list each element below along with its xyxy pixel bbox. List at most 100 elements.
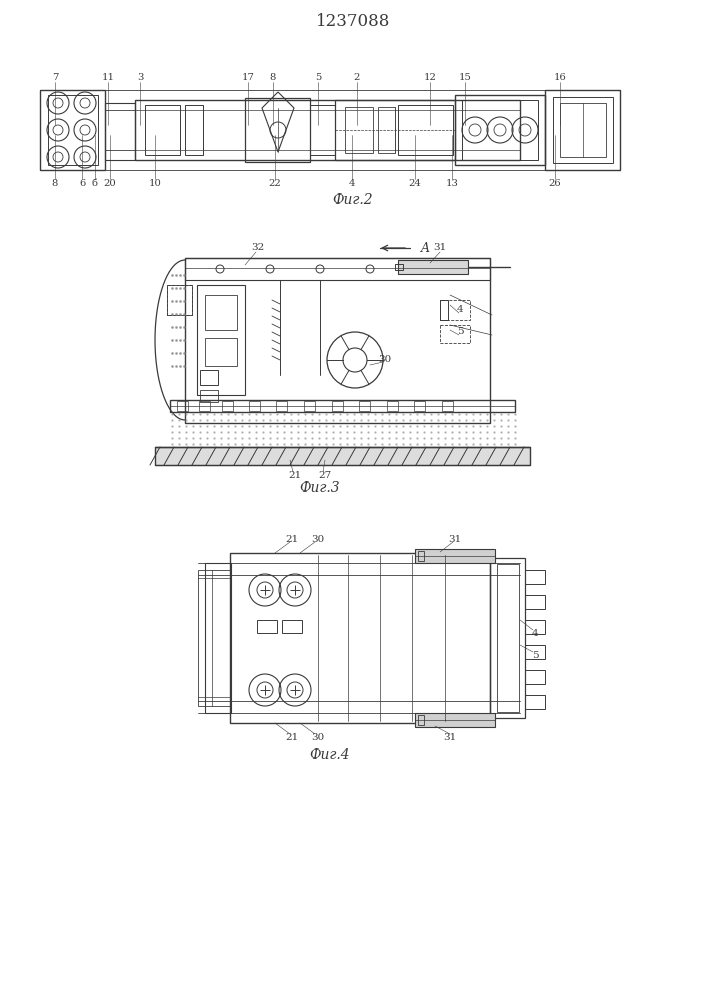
Text: б: б — [92, 178, 98, 188]
Text: 4: 4 — [349, 178, 355, 188]
Text: 1237088: 1237088 — [316, 13, 390, 30]
Bar — [282, 620, 302, 633]
Bar — [378, 107, 395, 153]
Text: 16: 16 — [554, 74, 566, 83]
Text: 3: 3 — [137, 74, 144, 83]
Bar — [455, 95, 545, 165]
Text: 7: 7 — [52, 74, 58, 83]
Text: Фиг.2: Фиг.2 — [333, 193, 373, 207]
Bar — [199, 401, 210, 411]
Bar — [415, 549, 495, 563]
Bar — [185, 258, 490, 423]
Bar — [40, 90, 105, 170]
Text: 21: 21 — [286, 732, 298, 742]
Bar — [387, 401, 398, 411]
Text: 32: 32 — [252, 243, 264, 252]
Bar — [440, 325, 470, 343]
Bar — [48, 95, 98, 165]
Bar — [395, 264, 403, 270]
Bar — [276, 401, 287, 411]
Bar — [442, 401, 453, 411]
Bar — [185, 105, 203, 155]
Text: 17: 17 — [242, 74, 255, 83]
Bar — [145, 105, 180, 155]
Bar — [249, 401, 260, 411]
Text: 21: 21 — [288, 471, 302, 480]
Bar — [462, 100, 538, 160]
Bar — [525, 570, 545, 584]
Bar — [304, 401, 315, 411]
Text: 12: 12 — [423, 74, 436, 83]
Bar — [525, 695, 545, 709]
Bar — [170, 400, 515, 412]
Bar — [200, 390, 218, 402]
Bar — [545, 90, 620, 170]
Bar — [398, 105, 453, 155]
Text: 13: 13 — [445, 178, 458, 188]
Bar — [230, 553, 490, 723]
Bar — [553, 97, 613, 163]
Text: 27: 27 — [318, 471, 332, 480]
Bar — [105, 103, 135, 160]
Text: 31: 31 — [433, 243, 447, 252]
Bar — [345, 107, 373, 153]
Bar — [205, 563, 231, 713]
Bar — [167, 285, 192, 315]
Text: 30: 30 — [378, 356, 392, 364]
Bar — [525, 595, 545, 609]
Bar — [332, 401, 343, 411]
Text: 22: 22 — [269, 178, 281, 188]
Text: 20: 20 — [104, 178, 117, 188]
Bar — [525, 645, 545, 659]
Bar — [398, 260, 468, 274]
Text: 6: 6 — [79, 178, 85, 188]
Bar — [198, 570, 230, 706]
Bar — [525, 670, 545, 684]
Text: 4: 4 — [532, 629, 538, 638]
Text: Фиг.4: Фиг.4 — [310, 748, 350, 762]
Bar — [177, 401, 188, 411]
Text: 10: 10 — [148, 178, 161, 188]
Text: 30: 30 — [311, 732, 325, 742]
Bar — [525, 620, 545, 634]
Bar — [185, 258, 490, 280]
Bar — [359, 401, 370, 411]
Text: 31: 31 — [448, 536, 462, 544]
Bar — [205, 338, 237, 366]
Bar — [560, 103, 606, 157]
Text: 5: 5 — [315, 74, 321, 83]
Text: 8: 8 — [270, 74, 276, 83]
Bar — [440, 300, 448, 320]
Text: 5: 5 — [457, 328, 463, 336]
Text: 2: 2 — [354, 74, 360, 83]
Text: 5: 5 — [532, 650, 538, 660]
Bar — [418, 715, 424, 725]
Bar — [167, 285, 192, 315]
Text: 31: 31 — [443, 732, 457, 742]
Text: 24: 24 — [409, 178, 421, 188]
Bar — [414, 401, 425, 411]
Bar — [197, 285, 245, 395]
Bar — [155, 447, 530, 465]
Text: 4: 4 — [457, 306, 463, 314]
Bar — [135, 100, 520, 160]
Bar — [205, 295, 237, 330]
Bar — [418, 551, 424, 561]
Text: Фиг.3: Фиг.3 — [300, 481, 340, 495]
Text: 21: 21 — [286, 536, 298, 544]
Bar — [335, 100, 455, 160]
Bar — [310, 105, 335, 155]
Text: A: A — [421, 241, 429, 254]
Bar — [257, 620, 277, 633]
Bar — [245, 98, 310, 162]
Text: 15: 15 — [459, 74, 472, 83]
Bar — [415, 713, 495, 727]
Text: 11: 11 — [102, 74, 115, 83]
Text: 30: 30 — [311, 536, 325, 544]
Bar — [440, 300, 470, 320]
Bar — [497, 564, 519, 712]
Bar — [200, 370, 218, 385]
Bar — [490, 558, 525, 718]
Bar — [222, 401, 233, 411]
Text: 26: 26 — [549, 178, 561, 188]
